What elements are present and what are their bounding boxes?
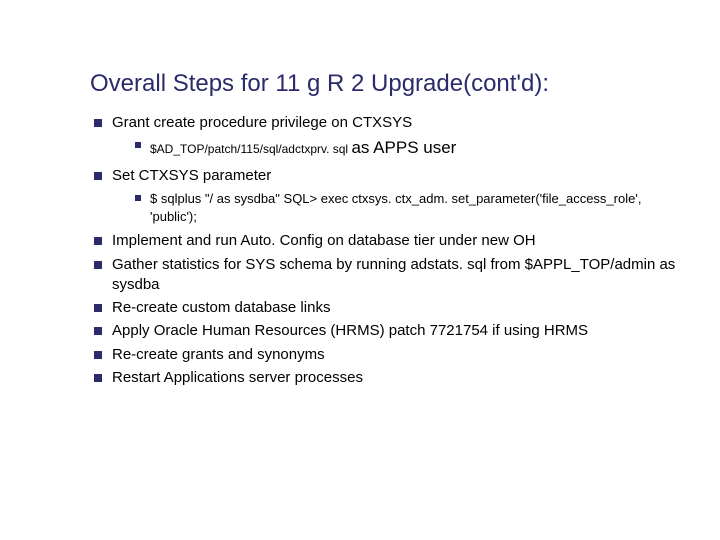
slide-title: Overall Steps for 11 g R 2 Upgrade(cont'… <box>90 70 680 99</box>
bullet-sub-text-big: as APPS user <box>351 138 456 157</box>
bullet-sub-text: $ sqlplus "/ as sysdba" SQL> exec ctxsys… <box>150 191 641 224</box>
bullet-text: Re-create grants and synonyms <box>112 346 325 363</box>
slide-container: Overall Steps for 11 g R 2 Upgrade(cont'… <box>0 0 720 411</box>
bullet-text: Apply Oracle Human Resources (HRMS) patc… <box>112 322 588 339</box>
bullet-list-level1: Grant create procedure privilege on CTXS… <box>90 113 680 388</box>
bullet-item: Grant create procedure privilege on CTXS… <box>90 113 680 160</box>
bullet-item: Set CTXSYS parameter $ sqlplus "/ as sys… <box>90 166 680 225</box>
bullet-sub-text-small: $AD_TOP/patch/115/sql/adctxprv. sql <box>150 142 351 156</box>
bullet-item: Apply Oracle Human Resources (HRMS) patc… <box>90 321 680 341</box>
bullet-item: Implement and run Auto. Config on databa… <box>90 231 680 251</box>
bullet-text: Re-create custom database links <box>112 299 330 316</box>
bullet-item: Gather statistics for SYS schema by runn… <box>90 255 680 296</box>
bullet-item: Re-create custom database links <box>90 298 680 318</box>
bullet-item: Restart Applications server processes <box>90 368 680 388</box>
bullet-list-level2: $ sqlplus "/ as sysdba" SQL> exec ctxsys… <box>132 190 680 225</box>
bullet-item: Re-create grants and synonyms <box>90 345 680 365</box>
bullet-sub-item: $ sqlplus "/ as sysdba" SQL> exec ctxsys… <box>132 190 680 225</box>
bullet-text: Implement and run Auto. Config on databa… <box>112 232 536 249</box>
bullet-text: Gather statistics for SYS schema by runn… <box>112 256 675 293</box>
bullet-text: Grant create procedure privilege on CTXS… <box>112 114 412 131</box>
bullet-list-level2: $AD_TOP/patch/115/sql/adctxprv. sql as A… <box>132 137 680 160</box>
bullet-text: Restart Applications server processes <box>112 369 363 386</box>
bullet-text: Set CTXSYS parameter <box>112 167 271 184</box>
bullet-sub-item: $AD_TOP/patch/115/sql/adctxprv. sql as A… <box>132 137 680 160</box>
